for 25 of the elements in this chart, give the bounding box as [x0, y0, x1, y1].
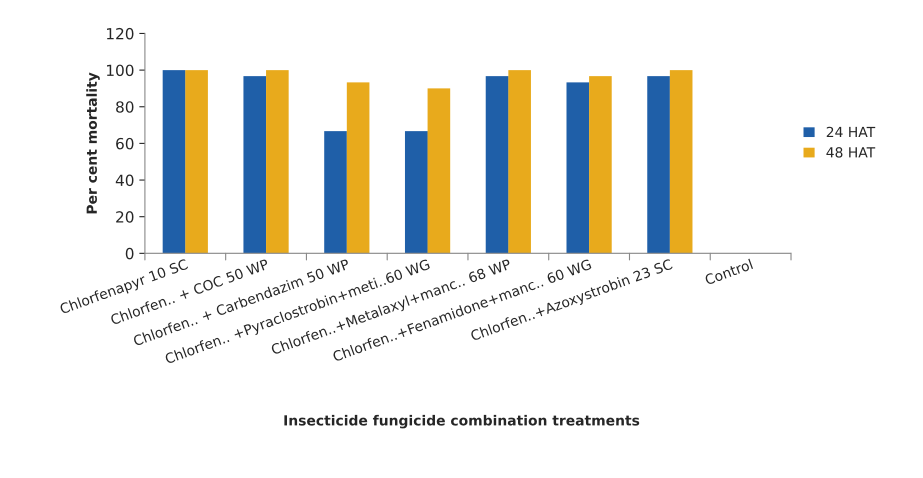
y-tick-label: 20	[116, 211, 134, 223]
y-tick-label: 80	[116, 101, 134, 113]
bar	[566, 82, 590, 254]
x-axis-title: Insecticide fungicide combination treatments	[284, 414, 640, 428]
y-tick-label: 120	[107, 28, 134, 40]
bar	[589, 76, 612, 254]
bar	[243, 76, 266, 254]
bar	[324, 131, 347, 254]
bar	[266, 70, 289, 254]
bar	[162, 70, 186, 254]
bar	[428, 88, 450, 254]
y-tick-label: 40	[116, 174, 134, 186]
bar	[508, 70, 531, 254]
y-tick-label: 60	[116, 138, 134, 150]
bar	[670, 70, 692, 254]
legend-label: 24 HAT	[826, 126, 876, 138]
bar	[404, 131, 428, 254]
bar	[185, 70, 208, 254]
y-tick-label: 100	[107, 64, 134, 76]
legend-label: 48 HAT	[826, 147, 876, 158]
y-axis-title: Per cent mortality	[86, 72, 100, 214]
bar	[486, 76, 508, 254]
bar	[346, 82, 370, 254]
bar	[647, 76, 670, 254]
y-tick-label: 0	[126, 248, 134, 260]
